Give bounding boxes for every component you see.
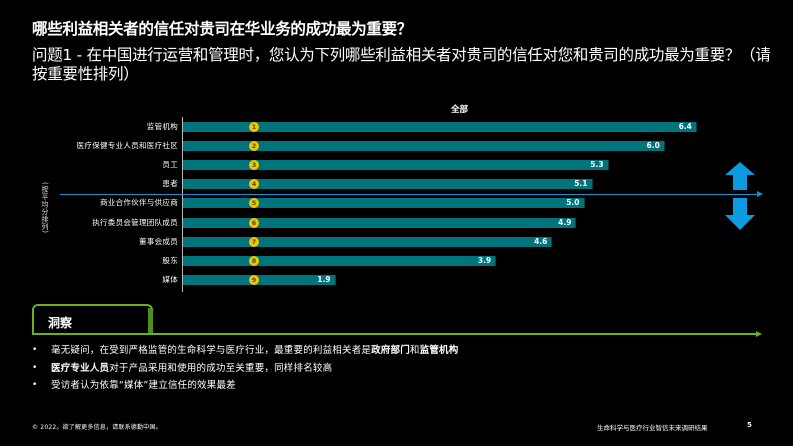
insight-tab: 洞察 [32,304,153,335]
value-label: 4.6 [534,236,548,246]
page-title: 哪些利益相关者的信任对贵司在华业务的成功最为重要？ [32,20,413,38]
category-label: 执行委员会管理团队成员 [92,217,178,227]
y-axis-line [182,117,183,292]
bullet-text: 对于产品采用和使用的成功至关重要，同样排名较高 [109,362,333,374]
insight-arrowhead-icon [756,331,762,337]
insight-bullet: 受访者认为依靠“媒体”建立信任的效果最差 [30,377,458,395]
category-label: 商业合作伙伴与供应商 [100,198,178,208]
bar: 8 3.9 [183,255,497,266]
category-label: 董事会成员 [139,236,178,246]
page-number: 5 [747,421,752,429]
arrow-down-icon [725,198,755,230]
insight-label: 洞察 [48,316,73,330]
bullet-emphasis-text: 医疗专业人员 [51,362,110,374]
divider-arrowhead-icon [757,191,763,197]
bar: 3 5.3 [183,160,609,171]
category-label: 监管机构 [146,122,178,131]
rank-badge-icon: 3 [249,160,259,171]
rank-badge-icon: 4 [249,179,259,190]
bar-row: 员工 3 5.3 [0,160,793,171]
footer-report-title: 生命科学与医疗行业智信未来调研结果 [597,424,708,432]
rank-badge-icon: 7 [249,236,259,247]
rank-badge-icon: 1 [249,122,259,132]
category-label: 医疗保健专业人员和医疗社区 [76,141,178,151]
bar-row: 商业合作伙伴与供应商 5 5.0 [0,198,793,209]
bar-row: 监管机构 1 6.4 [0,122,793,132]
bar: 5 5.0 [183,198,585,209]
bar-row: 患者 4 5.1 [0,179,793,190]
rank-badge-icon: 6 [249,217,259,228]
bullet-text: 受访者认为依靠“媒体”建立信任的效果最差 [51,380,236,391]
bar-row: 执行委员会管理团队成员 6 4.9 [0,217,793,228]
bar: 2 6.0 [183,141,665,152]
value-label: 5.0 [566,198,580,208]
tab-shade [148,308,153,335]
value-label: 3.9 [477,255,492,265]
bullet-text: 毫无疑问，在受到严格监管的生命科学与医疗行业，最重要的利益相关者是 [51,345,372,356]
y-axis-label: (按平均分排列) [41,182,49,234]
bar-row: 董事会成员 7 4.6 [0,236,793,247]
survey-question: 问题1 - 在中国进行运营和管理时，您认为下列哪些利益相关者对贵司的信任对您和贵… [32,46,771,83]
footer-copyright: © 2022。欲了解更多信息，请联系德勤中国。 [32,424,162,431]
bar: 7 4.6 [183,236,553,247]
value-label: 5.1 [574,179,588,189]
bar-row: 股东 8 3.9 [0,255,793,266]
bullet-emphasis-text: 监管机构 [419,345,459,356]
value-label: 4.9 [558,217,572,227]
insight-bullet: 医疗专业人员对于产品采用和使用的成功至关重要，同样排名较高 [30,360,458,378]
bar: 1 6.4 [183,122,697,132]
rank-badge-icon: 2 [249,141,259,152]
bar: 4 5.1 [183,179,593,190]
rank-badge-icon: 8 [249,255,259,266]
category-label: 股东 [162,255,178,265]
value-label: 6.4 [678,122,692,131]
bullet-text: 和 [409,345,420,356]
category-label: 员工 [162,160,178,170]
bar: 6 4.9 [183,217,577,228]
bar-row: 媒体 9 1.9 [0,274,793,285]
bullet-emphasis-text: 政府部门 [371,345,410,356]
insight-bullet: 毫无疑问，在受到严格监管的生命科学与医疗行业，最重要的利益相关者是政府部门和监管… [30,342,458,360]
arrow-up-icon [725,162,755,190]
value-label: 1.9 [317,274,331,284]
insight-divider-line [32,333,757,335]
value-label: 6.0 [646,141,660,151]
bar: 9 1.9 [183,274,336,285]
value-label: 5.3 [590,160,604,170]
insight-bullet-list: 毫无疑问，在受到严格监管的生命科学与医疗行业，最重要的利益相关者是政府部门和监管… [30,342,458,395]
rank-divider-line [60,194,758,195]
bar-row: 医疗保健专业人员和医疗社区 2 6.0 [0,141,793,152]
category-label: 媒体 [162,274,178,284]
rank-badge-icon: 5 [249,198,259,209]
rank-badge-icon: 9 [249,274,259,285]
chart-title: 全部 [451,105,469,115]
category-label: 患者 [162,179,178,189]
